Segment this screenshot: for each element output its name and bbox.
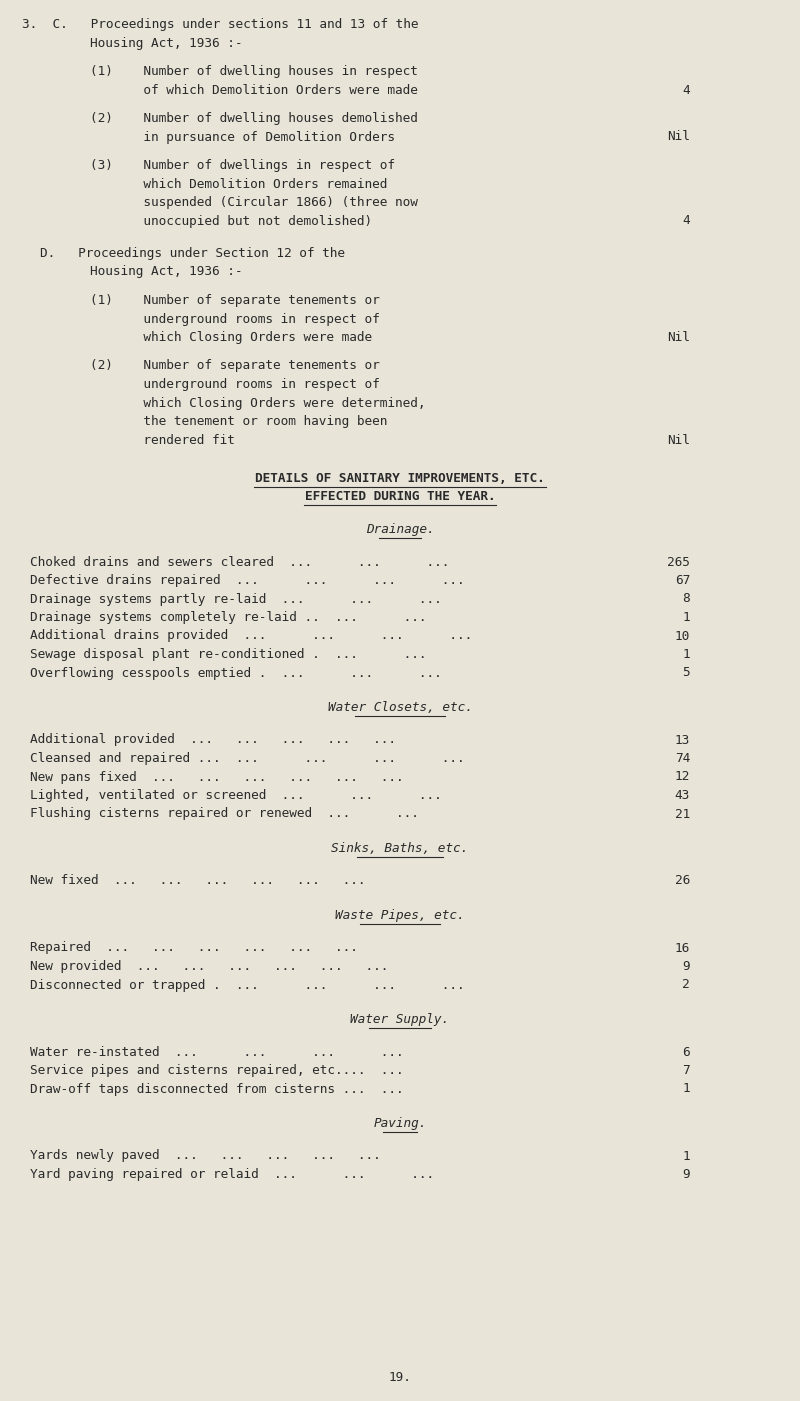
Text: Housing Act, 1936 :-: Housing Act, 1936 :- [90,36,242,49]
Text: Sinks, Baths, etc.: Sinks, Baths, etc. [331,842,469,855]
Text: Drainage systems partly re-laid  ...      ...      ...: Drainage systems partly re-laid ... ... … [30,593,442,605]
Text: Drainage.: Drainage. [366,523,434,537]
Text: Additional provided  ...   ...   ...   ...   ...: Additional provided ... ... ... ... ... [30,734,396,747]
Text: Yards newly paved  ...   ...   ...   ...   ...: Yards newly paved ... ... ... ... ... [30,1149,381,1163]
Text: (1)    Number of separate tenements or: (1) Number of separate tenements or [90,294,380,307]
Text: 19.: 19. [389,1372,411,1384]
Text: 2: 2 [682,978,690,992]
Text: 9: 9 [682,1168,690,1181]
Text: Overflowing cesspools emptied .  ...      ...      ...: Overflowing cesspools emptied . ... ... … [30,667,442,679]
Text: Repaired  ...   ...   ...   ...   ...   ...: Repaired ... ... ... ... ... ... [30,941,358,954]
Text: Lighted, ventilated or screened  ...      ...      ...: Lighted, ventilated or screened ... ... … [30,789,442,801]
Text: Water re-instated  ...      ...      ...      ...: Water re-instated ... ... ... ... [30,1045,404,1059]
Text: 74: 74 [674,752,690,765]
Text: 1: 1 [682,1149,690,1163]
Text: Drainage systems completely re-laid ..  ...      ...: Drainage systems completely re-laid .. .… [30,611,426,623]
Text: Draw-off taps disconnected from cisterns ...  ...: Draw-off taps disconnected from cisterns… [30,1083,404,1096]
Text: Defective drains repaired  ...      ...      ...      ...: Defective drains repaired ... ... ... ..… [30,574,465,587]
Text: underground rooms in respect of: underground rooms in respect of [90,378,380,391]
Text: which Demolition Orders remained: which Demolition Orders remained [90,178,387,191]
Text: DETAILS OF SANITARY IMPROVEMENTS, ETC.: DETAILS OF SANITARY IMPROVEMENTS, ETC. [255,472,545,485]
Text: Paving.: Paving. [374,1117,426,1131]
Text: Disconnected or trapped .  ...      ...      ...      ...: Disconnected or trapped . ... ... ... ..… [30,978,465,992]
Text: 4: 4 [682,214,690,227]
Text: 265: 265 [667,556,690,569]
Text: 67: 67 [674,574,690,587]
Text: Service pipes and cisterns repaired, etc....  ...: Service pipes and cisterns repaired, etc… [30,1063,404,1077]
Text: New fixed  ...   ...   ...   ...   ...   ...: New fixed ... ... ... ... ... ... [30,874,366,887]
Text: which Closing Orders were determined,: which Closing Orders were determined, [90,396,426,409]
Text: Water Closets, etc.: Water Closets, etc. [327,700,473,715]
Text: New provided  ...   ...   ...   ...   ...   ...: New provided ... ... ... ... ... ... [30,960,388,974]
Text: unoccupied but not demolished): unoccupied but not demolished) [90,214,372,227]
Text: Nil: Nil [667,433,690,447]
Text: Flushing cisterns repaired or renewed  ...      ...: Flushing cisterns repaired or renewed ..… [30,807,419,821]
Text: 16: 16 [674,941,690,954]
Text: 13: 13 [674,734,690,747]
Text: Cleansed and repaired ...  ...      ...      ...      ...: Cleansed and repaired ... ... ... ... ..… [30,752,465,765]
Text: 1: 1 [682,649,690,661]
Text: 7: 7 [682,1063,690,1077]
Text: 5: 5 [682,667,690,679]
Text: underground rooms in respect of: underground rooms in respect of [90,312,380,325]
Text: D.   Proceedings under Section 12 of the: D. Proceedings under Section 12 of the [40,247,345,261]
Text: 6: 6 [682,1045,690,1059]
Text: (1)    Number of dwelling houses in respect: (1) Number of dwelling houses in respect [90,64,418,78]
Text: the tenement or room having been: the tenement or room having been [90,415,387,427]
Text: Nil: Nil [667,331,690,345]
Text: (2)    Number of separate tenements or: (2) Number of separate tenements or [90,360,380,373]
Text: 4: 4 [682,84,690,97]
Text: which Closing Orders were made: which Closing Orders were made [90,331,372,345]
Text: rendered fit: rendered fit [90,433,235,447]
Text: 26: 26 [674,874,690,887]
Text: suspended (Circular 1866) (three now: suspended (Circular 1866) (three now [90,196,418,209]
Text: 1: 1 [682,1083,690,1096]
Text: 12: 12 [674,771,690,783]
Text: New pans fixed  ...   ...   ...   ...   ...   ...: New pans fixed ... ... ... ... ... ... [30,771,404,783]
Text: (3)    Number of dwellings in respect of: (3) Number of dwellings in respect of [90,158,395,172]
Text: Water Supply.: Water Supply. [350,1013,450,1026]
Text: Sewage disposal plant re-conditioned .  ...      ...: Sewage disposal plant re-conditioned . .… [30,649,426,661]
Text: Choked drains and sewers cleared  ...      ...      ...: Choked drains and sewers cleared ... ...… [30,556,450,569]
Text: (2)    Number of dwelling houses demolished: (2) Number of dwelling houses demolished [90,112,418,125]
Text: 3.  C.   Proceedings under sections 11 and 13 of the: 3. C. Proceedings under sections 11 and … [22,18,418,31]
Text: Yard paving repaired or relaid  ...      ...      ...: Yard paving repaired or relaid ... ... .… [30,1168,434,1181]
Text: Waste Pipes, etc.: Waste Pipes, etc. [335,909,465,922]
Text: in pursuance of Demolition Orders: in pursuance of Demolition Orders [90,130,395,143]
Text: Housing Act, 1936 :-: Housing Act, 1936 :- [90,266,242,279]
Text: Additional drains provided  ...      ...      ...      ...: Additional drains provided ... ... ... .… [30,629,472,643]
Text: Nil: Nil [667,130,690,143]
Text: 21: 21 [674,807,690,821]
Text: 9: 9 [682,960,690,974]
Text: 10: 10 [674,629,690,643]
Text: 43: 43 [674,789,690,801]
Text: EFFECTED DURING THE YEAR.: EFFECTED DURING THE YEAR. [305,490,495,503]
Text: of which Demolition Orders were made: of which Demolition Orders were made [90,84,418,97]
Text: 8: 8 [682,593,690,605]
Text: 1: 1 [682,611,690,623]
